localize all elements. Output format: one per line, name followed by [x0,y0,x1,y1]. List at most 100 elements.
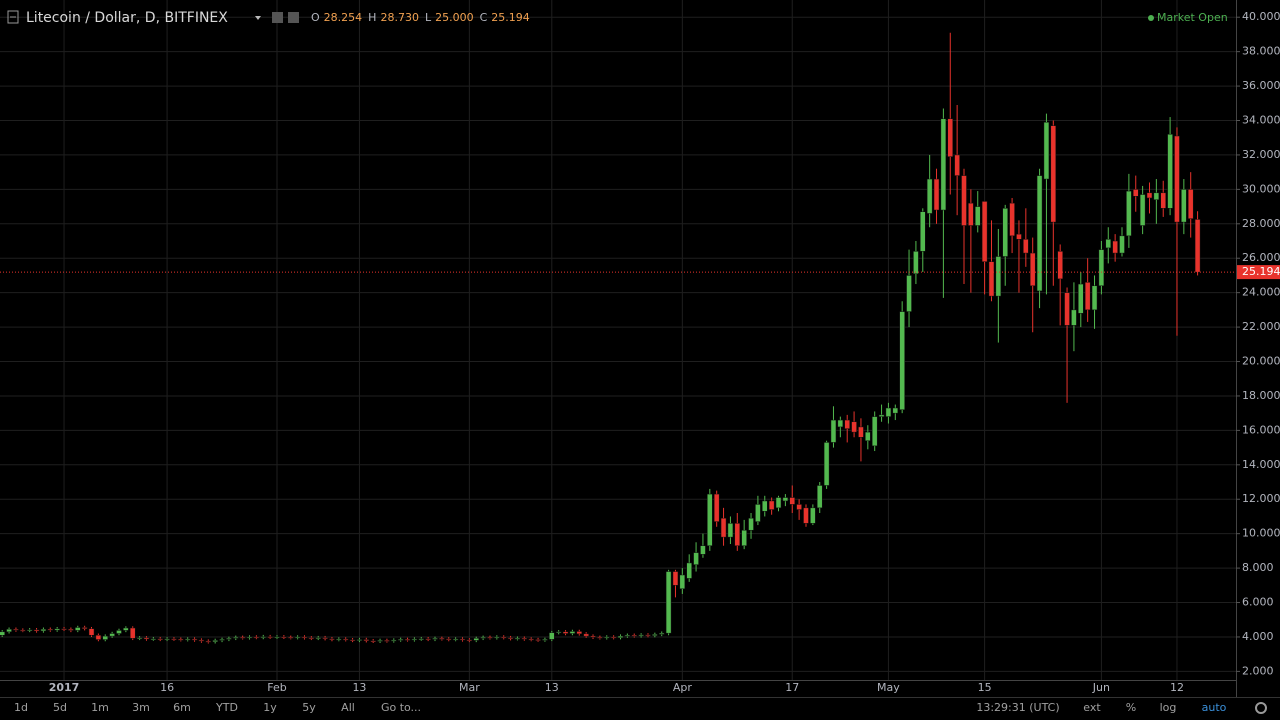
y-tick-label: 36.000 [1242,79,1280,92]
x-tick-label: Feb [267,681,286,694]
candle-body [913,251,919,274]
option-button[interactable]: auto [1202,701,1227,714]
last-price-tag [1237,265,1280,280]
y-tick-label: 14.000 [1242,458,1280,471]
candle-body [61,628,67,630]
symbol-title[interactable]: Litecoin / Dollar, D, BITFINEX [26,10,228,26]
candle-body [40,628,47,632]
candle-body [576,631,583,635]
settings-icon[interactable] [272,12,283,23]
candle-body [267,636,273,638]
option-button[interactable]: ext [1083,701,1101,714]
candle-body [652,634,658,636]
settings-gear[interactable] [1255,702,1267,714]
x-tick-label: 13 [352,681,366,694]
range-button[interactable]: All [341,701,355,714]
candle-body [439,638,445,640]
candle-body [184,638,191,641]
y-tick-label: 2.000 [1242,664,1274,677]
candle-body [446,638,452,641]
candle-body [768,500,775,510]
candle-body [542,639,548,641]
candle-body [789,497,795,505]
candle-body [500,636,507,639]
y-tick-label: 22.000 [1242,320,1280,333]
candle-body [920,211,926,252]
candle-body [1119,235,1125,254]
candle-body [617,635,624,638]
ohlc-key: C [480,11,488,24]
candle-body [713,493,720,522]
option-button[interactable]: % [1126,701,1136,714]
range-button[interactable]: 5y [302,701,316,714]
candle-body [1016,233,1022,240]
candle-body [707,493,713,546]
candle-body [810,507,816,524]
candle-body [803,507,809,524]
last-price-label: 25.194 [1242,265,1280,278]
range-button[interactable]: 3m [132,701,150,714]
candle-body [899,311,905,410]
candle-body [555,631,562,634]
range-button[interactable]: Go to... [381,701,421,714]
candle-body [480,637,486,639]
candle-body [851,421,857,433]
candle-body [26,629,33,631]
candle-body [665,571,672,634]
range-button[interactable]: 1y [263,701,277,714]
candle-body [391,639,397,642]
candle-body [865,431,871,441]
y-tick-label: 10.000 [1242,527,1280,540]
y-tick-label: 12.000 [1242,492,1280,505]
candle-body [830,419,837,443]
format-icon[interactable] [288,12,299,23]
candle-body [672,571,679,586]
range-button[interactable]: YTD [215,701,238,714]
candle-body [988,261,995,297]
candle-body [171,638,177,641]
candle-body [686,562,692,579]
candle-body [342,638,349,641]
candle-body [885,407,892,417]
ohlc-key: H [368,11,376,24]
candle-body [727,523,734,538]
x-tick-label: 17 [785,681,799,694]
candle-body [205,640,212,643]
candle-body [933,178,940,211]
option-button[interactable]: log [1160,701,1177,714]
candle-body [1029,252,1036,287]
candle-body [755,504,761,522]
candle-body [1181,189,1187,223]
candle-body [782,497,789,502]
candle-body [1112,240,1118,254]
candle-body [308,637,315,640]
candle-body [507,637,514,639]
candle-body [981,201,988,262]
candle-body [528,638,534,641]
candle-body [191,638,198,641]
candle-body [892,407,899,414]
candle-body [658,632,665,635]
candle-body [336,638,342,641]
range-button[interactable]: 6m [173,701,191,714]
candle-body [906,275,912,312]
candle-body [178,638,184,641]
x-tick-label: Apr [673,681,693,694]
candle-body [356,639,363,641]
candle-body [1194,219,1201,273]
candle-body [995,256,1002,297]
collapse-icon[interactable] [7,10,19,24]
y-tick-label: 26.000 [1242,251,1280,264]
symbol-dropdown[interactable] [255,16,261,20]
range-button[interactable]: 1d [14,701,28,714]
candle-body [700,545,706,555]
candle-body [425,638,431,640]
range-button[interactable]: 5d [53,701,67,714]
candle-body [1091,285,1098,311]
range-button[interactable]: 1m [91,701,109,714]
candle-body [734,523,741,546]
candles [0,32,1201,644]
candle-body [1146,192,1153,199]
candle-body [878,414,885,417]
candle-body [748,517,754,531]
